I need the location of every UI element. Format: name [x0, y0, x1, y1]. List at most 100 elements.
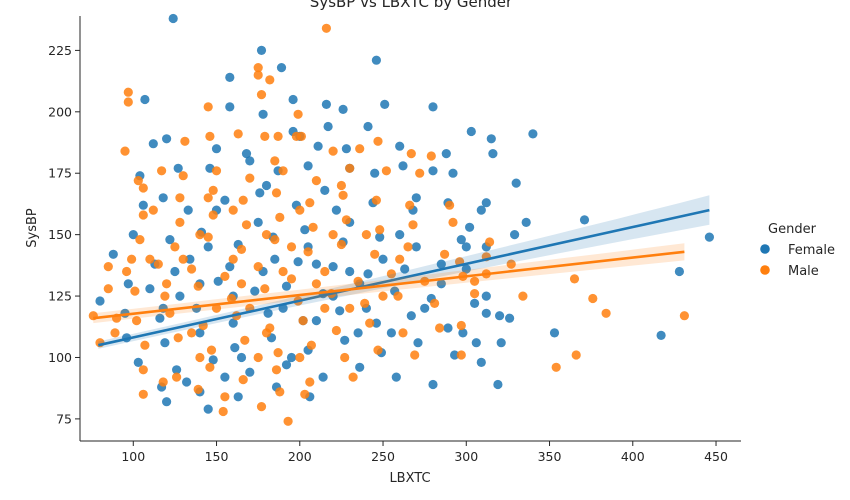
point-male-42	[138, 210, 148, 220]
x-tick-label-150: 150	[205, 449, 229, 464]
point-female-6	[338, 104, 348, 114]
point-male-54	[135, 235, 145, 245]
point-male-4	[256, 90, 267, 100]
point-female-123	[355, 362, 365, 372]
point-male-63	[440, 249, 450, 259]
y-tick-label-200: 200	[48, 104, 72, 119]
point-male-52	[448, 217, 458, 227]
point-female-9	[321, 99, 331, 109]
x-tick-label-100: 100	[121, 449, 145, 464]
point-male-24	[211, 166, 222, 176]
point-female-147	[436, 279, 446, 289]
point-male-76	[386, 269, 396, 279]
point-female-69	[293, 257, 303, 267]
point-male-166	[336, 180, 346, 191]
point-male-169	[187, 328, 197, 338]
point-female-21	[211, 144, 222, 154]
point-male-34	[208, 185, 218, 195]
point-female-122	[318, 372, 328, 382]
point-female-34	[398, 161, 408, 171]
point-male-25	[245, 173, 255, 183]
point-male-138	[300, 389, 310, 399]
point-female-47	[476, 205, 486, 215]
point-female-117	[133, 357, 143, 367]
point-female-27	[511, 178, 521, 188]
point-male-162	[320, 303, 330, 313]
fits-layer	[93, 195, 710, 349]
y-tick-label-75: 75	[56, 411, 72, 426]
point-female-121	[281, 360, 292, 370]
point-female-145	[353, 328, 363, 338]
point-male-118	[273, 348, 283, 358]
point-male-19	[406, 149, 416, 159]
point-male-102	[298, 316, 308, 326]
point-female-78	[213, 276, 223, 286]
point-male-49	[341, 215, 351, 225]
point-male-2	[253, 70, 263, 80]
point-male-154	[261, 328, 272, 338]
point-male-6	[123, 97, 133, 107]
point-male-83	[130, 286, 140, 296]
point-male-32	[138, 183, 148, 193]
regression-line-female	[98, 208, 710, 347]
point-female-25	[441, 149, 451, 159]
point-male-80	[470, 276, 480, 286]
point-female-120	[245, 367, 255, 377]
point-male-13	[233, 129, 243, 139]
y-tick-label-100: 100	[48, 350, 72, 365]
point-female-51	[521, 217, 531, 227]
point-female-70	[328, 262, 338, 272]
point-female-19	[148, 139, 158, 149]
point-male-22	[157, 166, 167, 176]
point-male-27	[311, 176, 321, 186]
point-male-105	[398, 328, 408, 338]
point-male-124	[551, 362, 561, 372]
point-male-43	[148, 205, 158, 215]
point-female-8	[428, 102, 438, 112]
point-male-26	[278, 166, 288, 176]
point-female-107	[340, 335, 350, 345]
point-female-109	[413, 338, 423, 348]
point-male-144	[295, 205, 305, 215]
point-male-157	[378, 291, 388, 301]
point-female-38	[158, 193, 168, 203]
point-male-51	[408, 220, 418, 230]
point-male-68	[122, 266, 132, 277]
point-male-39	[371, 195, 381, 205]
point-female-49	[465, 222, 475, 232]
point-male-163	[253, 352, 263, 363]
point-male-47	[275, 212, 285, 222]
point-female-116	[674, 266, 685, 277]
point-male-143	[228, 254, 238, 264]
point-male-164	[203, 193, 213, 203]
x-tick-label-450: 450	[704, 449, 728, 464]
point-female-97	[443, 323, 453, 333]
point-female-99	[495, 311, 505, 321]
point-male-139	[218, 406, 228, 417]
point-male-123	[456, 350, 466, 360]
point-male-62	[403, 242, 413, 252]
point-male-60	[336, 239, 346, 250]
point-female-60	[375, 232, 385, 242]
point-female-26	[488, 149, 498, 159]
point-female-23	[313, 141, 323, 151]
point-male-152	[311, 279, 321, 289]
point-male-94	[518, 291, 528, 301]
point-male-7	[203, 102, 213, 112]
point-male-142	[261, 230, 272, 240]
point-male-160	[236, 279, 247, 289]
point-male-9	[273, 131, 283, 141]
point-male-66	[127, 254, 137, 264]
legend: Gender Female Male	[760, 222, 835, 279]
point-male-167	[395, 254, 405, 264]
point-male-120	[340, 352, 350, 363]
point-male-67	[103, 262, 113, 272]
point-male-168	[145, 254, 155, 264]
point-male-23	[178, 171, 188, 181]
point-male-119	[306, 340, 316, 350]
point-female-112	[496, 338, 506, 348]
point-male-158	[345, 303, 355, 313]
point-female-148	[461, 242, 471, 252]
point-male-136	[220, 392, 230, 402]
point-female-12	[258, 109, 268, 119]
